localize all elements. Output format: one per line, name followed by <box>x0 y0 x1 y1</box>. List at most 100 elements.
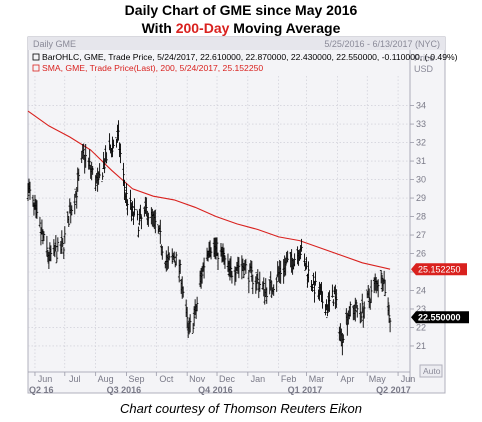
ohlc-bar <box>181 286 185 298</box>
ohlc-bar <box>388 317 392 333</box>
x-month-label: Jul <box>69 374 81 384</box>
ohlc-bar <box>67 216 71 228</box>
currency-axis-label: USD <box>414 64 434 74</box>
y-tick-label: 29 <box>416 193 426 203</box>
ohlc-bar <box>335 289 338 308</box>
ohlc-bar <box>88 149 91 170</box>
ohlc-bar <box>250 260 254 282</box>
ohlc-bar <box>360 293 364 314</box>
ohlc-bar <box>101 172 104 183</box>
x-month-label: Nov <box>189 374 206 384</box>
chart-title: Daily Chart of GME since May 2016 <box>124 2 358 18</box>
chart-label: Daily GME <box>33 39 76 49</box>
ohlc-bar <box>313 280 316 303</box>
sma-tag-value: 25.152250 <box>418 264 461 274</box>
y-tick-label: 30 <box>416 175 426 185</box>
ohlc-bar <box>242 262 246 279</box>
ohlc-bar <box>56 237 60 252</box>
ohlc-bar <box>387 304 391 323</box>
ohlc-bar <box>129 189 132 210</box>
x-month-label: Feb <box>281 374 297 384</box>
legend: BarOHLC, GME, Trade Price, 5/24/2017, 22… <box>32 52 458 73</box>
ohlc-bar <box>84 144 87 168</box>
ohlc-bar <box>342 334 345 343</box>
chart-subtitle: With 200-Day Moving Average <box>0 20 482 36</box>
ohlc-bar <box>312 272 315 286</box>
ohlc-bar <box>53 244 57 258</box>
last-price-value: 22.550000 <box>418 313 461 323</box>
ohlc-bar <box>369 279 373 304</box>
ohlc-bar <box>45 235 49 257</box>
ohlc-bar <box>216 252 220 271</box>
date-range-label: 5/25/2016 - 6/13/2017 (NYC) <box>324 39 440 49</box>
ohlc-bar <box>299 245 302 260</box>
x-month-label: Jun <box>401 374 416 384</box>
ohlc-bar <box>293 253 296 267</box>
ohlc-bar <box>195 296 199 312</box>
ohlc-bar <box>307 261 310 283</box>
y-tick-label: 26 <box>416 249 426 259</box>
auto-scale-button[interactable] <box>419 364 443 378</box>
ohlc-bar <box>154 209 157 234</box>
ohlc-bar <box>126 199 129 216</box>
ohlc-bar <box>251 274 255 295</box>
ohlc-bar <box>230 270 234 284</box>
last-tag-shape <box>411 311 469 324</box>
sma-line-group <box>27 110 391 270</box>
ohlc-bar <box>188 314 192 333</box>
ohlc-bar <box>200 266 204 284</box>
grid <box>28 76 410 370</box>
x-quarter-label: Q2 16 <box>29 385 54 395</box>
price-axis-label: Price <box>414 53 435 63</box>
x-month-label: Aug <box>98 374 114 384</box>
ohlc-bar <box>77 168 81 181</box>
ohlc-bar <box>31 194 35 207</box>
ohlc-bar <box>229 256 233 278</box>
ohlc-bar <box>362 301 366 319</box>
ohlc-bar <box>353 297 357 322</box>
ohlc-bar <box>62 247 66 260</box>
x-month-label: Oct <box>159 374 174 384</box>
ohlc-bar <box>138 208 141 226</box>
ohlc-bar <box>104 145 107 162</box>
ohlc-bar <box>279 260 282 284</box>
ohlc-bar <box>263 289 267 305</box>
ohlc-bar <box>91 165 94 175</box>
ohlc-bar <box>320 282 323 302</box>
ohlc-bar <box>112 139 115 152</box>
ohlc-bar <box>355 304 359 318</box>
ohlc-bar <box>331 284 334 298</box>
ohlc-bar <box>133 198 136 216</box>
chart-caption: Chart courtesy of Thomson Reuters Eikon <box>119 401 363 416</box>
ohlc-bar <box>160 246 164 260</box>
ohlc-bar <box>49 245 53 262</box>
ohlc-bar <box>167 252 171 261</box>
ohlc-bar <box>117 120 120 141</box>
auto-scale-control[interactable]: Auto <box>419 364 443 378</box>
y-tick-label: 22 <box>416 322 426 332</box>
ohlc-bar <box>140 215 143 230</box>
ohlc-bar <box>358 303 362 324</box>
y-tick-label: 34 <box>416 101 426 111</box>
legend-sma-icon <box>32 64 40 72</box>
ohlc-bar <box>305 256 308 270</box>
x-month-label: Mar <box>309 374 325 384</box>
ohlc-bar <box>262 277 266 297</box>
ohlc-bar <box>61 238 65 247</box>
ohlc-bar <box>191 323 195 334</box>
chart-frame <box>27 36 446 394</box>
ohlc-bar <box>159 219 162 244</box>
ohlc-bar <box>125 183 128 207</box>
ohlc-bar <box>55 251 59 264</box>
ohlc-bar <box>136 209 139 221</box>
ohlc-bar <box>349 301 352 317</box>
ohlc-bar <box>354 299 358 309</box>
x-axis: Jun Jul Aug Sep Oct Nov Dec Jan Feb Mar Apr May JunQ… <box>28 371 416 395</box>
ohlc-bar <box>269 271 273 291</box>
y-tick-label: 33 <box>416 119 426 129</box>
ohlc-bar <box>35 200 39 219</box>
ohlc-bar <box>28 181 32 200</box>
x-quarter-label: Q4 2016 <box>198 385 233 395</box>
y-tick-label: 31 <box>416 156 426 166</box>
ohlc-bar <box>383 279 387 297</box>
